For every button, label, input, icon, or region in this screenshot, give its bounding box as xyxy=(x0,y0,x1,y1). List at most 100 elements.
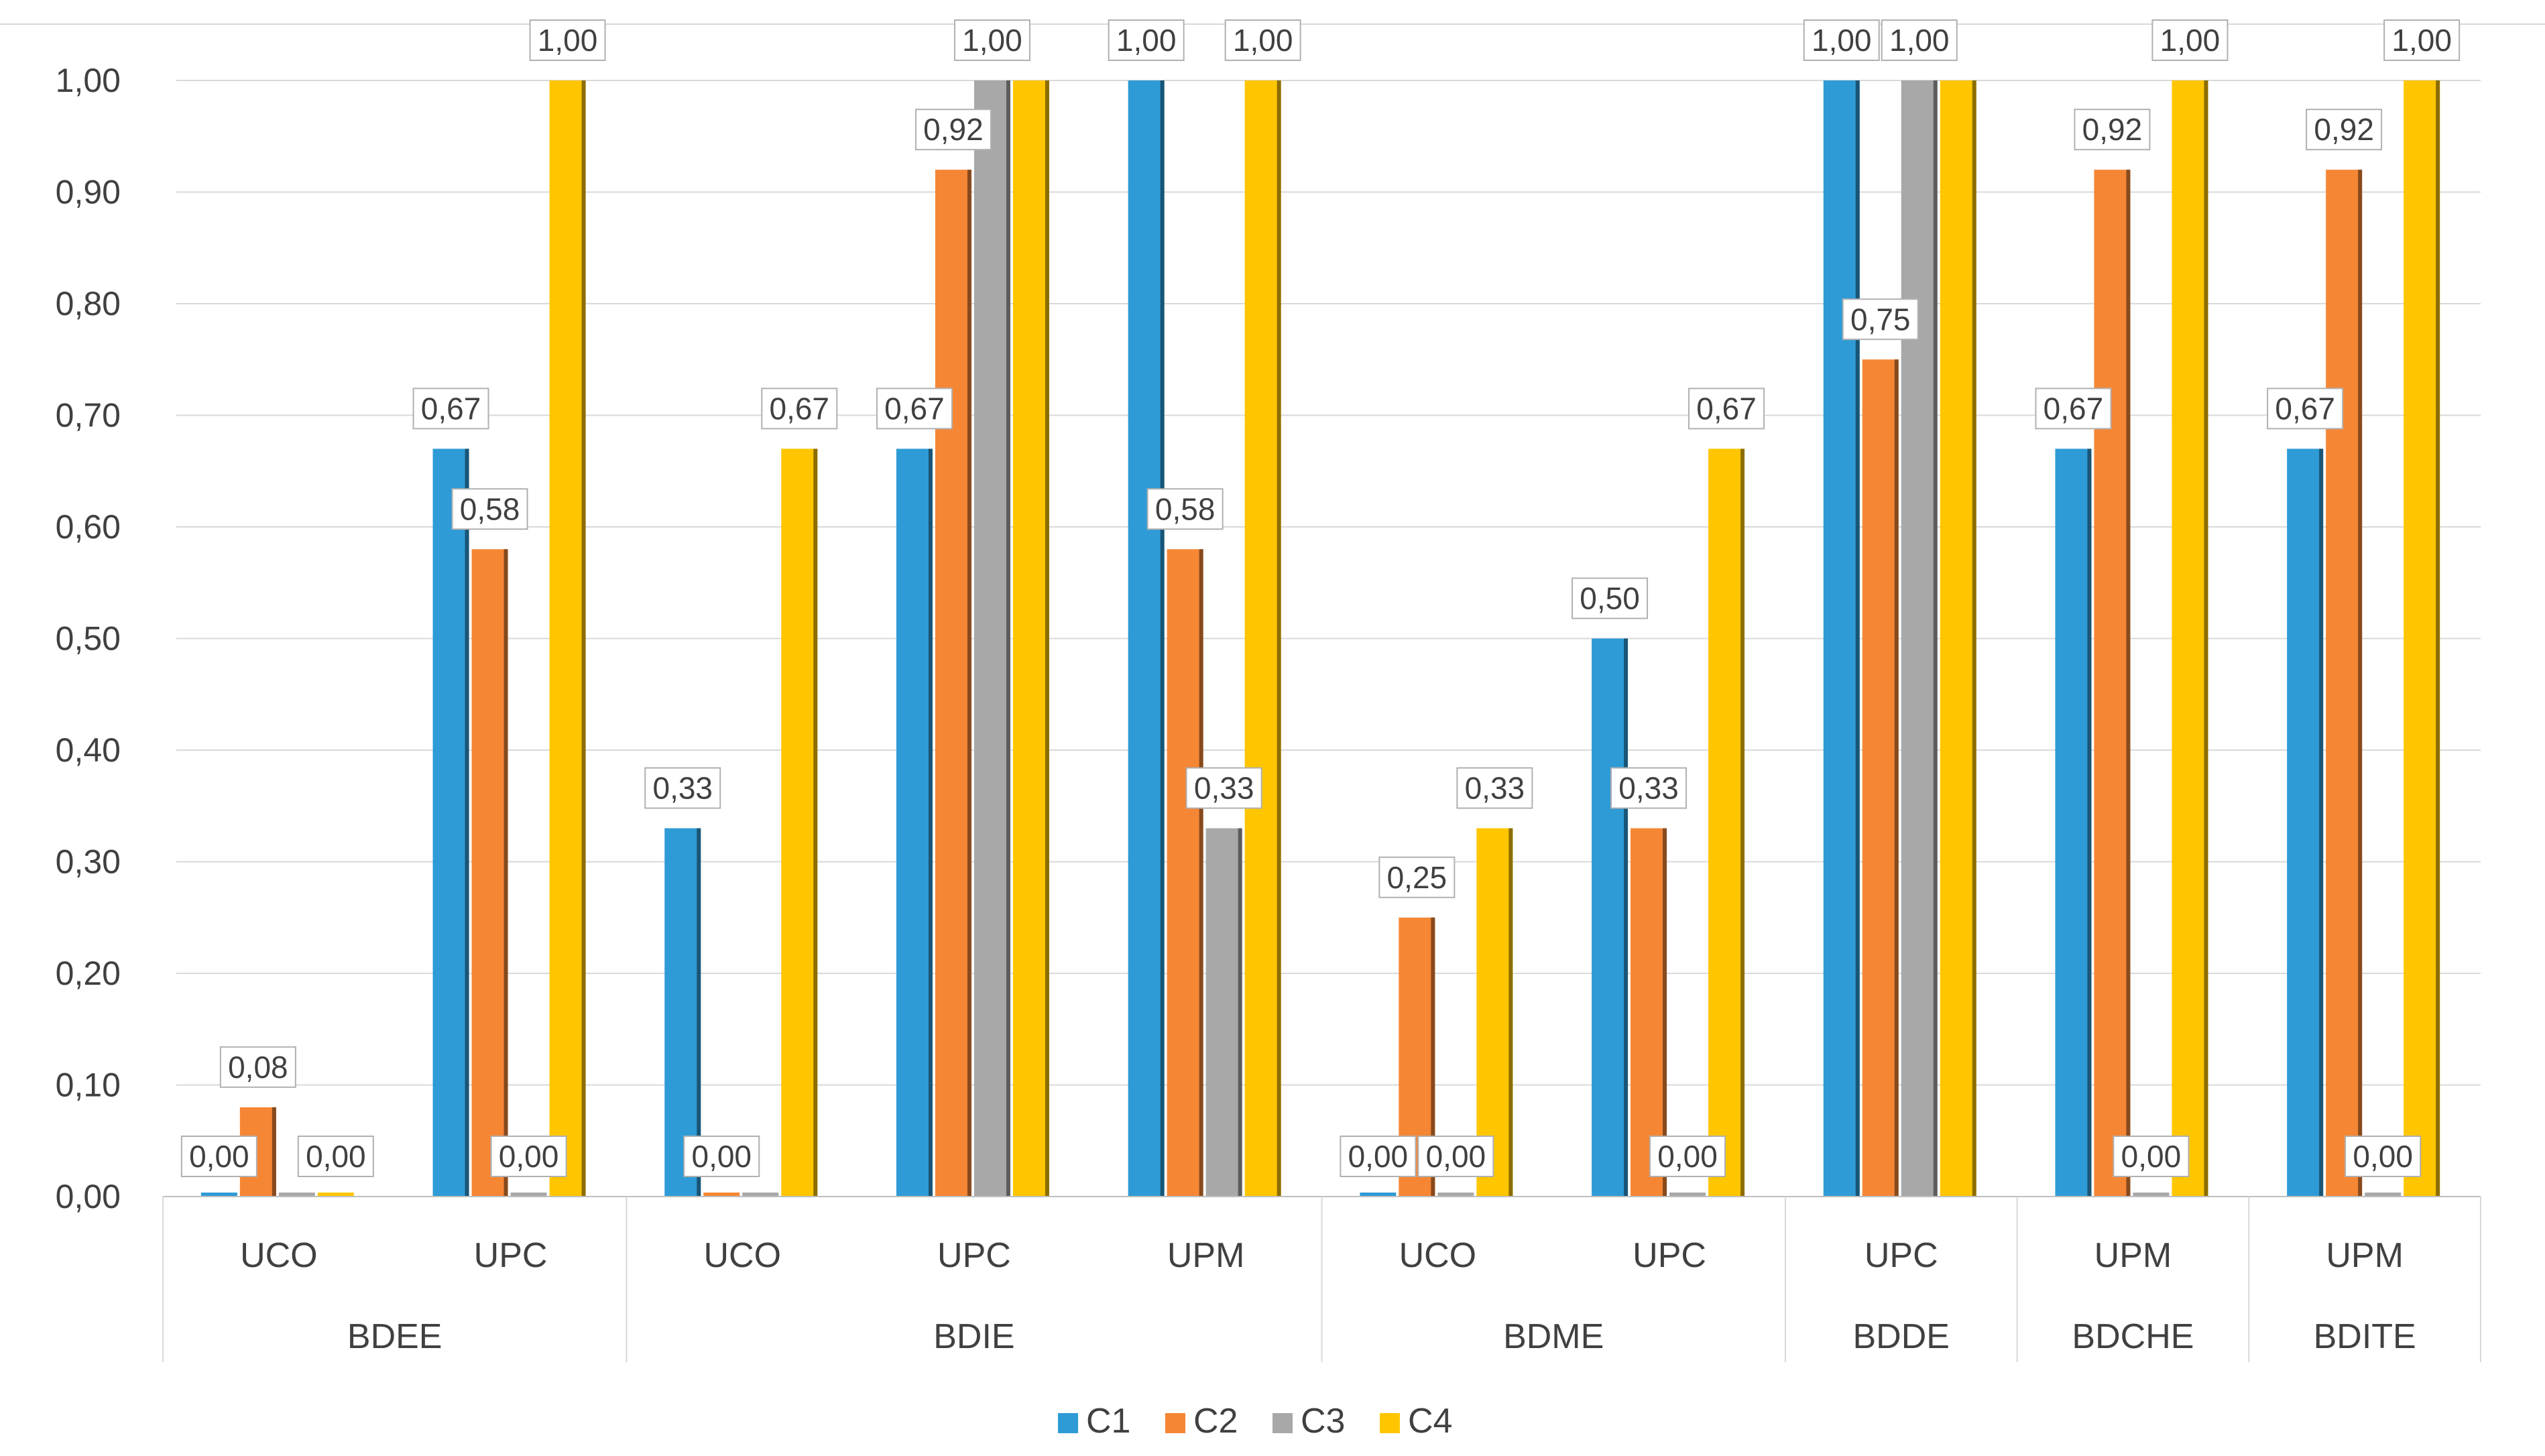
bar-c1 xyxy=(2287,448,2324,1197)
bar-side-c1 xyxy=(1160,80,1165,1197)
data-labels-layer: 0,00 0,08 0,00 0,67 0,58 0,00 1,00 0,33 0,00 0,67… xyxy=(180,19,2461,1177)
bar-c2 xyxy=(935,170,971,1197)
bar-side-c4 xyxy=(813,448,818,1197)
data-label: 0,67 xyxy=(2267,387,2344,430)
bar-side-c1 xyxy=(2087,448,2092,1197)
y-tick-label: 0,00 xyxy=(56,1178,121,1215)
data-label-text: 0,00 xyxy=(499,1139,559,1174)
legend-item-c4: C4 xyxy=(1380,1402,1452,1441)
data-label: 1,00 xyxy=(1224,19,1301,61)
data-label-text: 1,00 xyxy=(538,23,598,58)
bar-side-c4 xyxy=(1740,448,1745,1197)
data-label-box xyxy=(761,387,838,430)
data-label-text: 1,00 xyxy=(2391,23,2452,58)
data-label-box xyxy=(876,387,953,430)
axis-layer: 0,00 0,10 0,20 0,30 0,40 0,50 0,60 0,70 0,80 0,90… xyxy=(56,62,2481,1362)
bar-side-c4 xyxy=(581,80,586,1197)
bar-side-c1 xyxy=(2319,448,2324,1197)
bar-c3 xyxy=(1437,1193,1474,1197)
data-label: 1,00 xyxy=(2151,19,2229,61)
data-label: 0,33 xyxy=(644,767,721,809)
data-label-text: 0,67 xyxy=(1696,391,1757,426)
data-label-box xyxy=(1649,1136,1726,1177)
data-label-text: 1,00 xyxy=(2160,23,2221,58)
bar-side-c1 xyxy=(1624,638,1629,1197)
bar-c1 xyxy=(1592,638,1629,1197)
data-label-box xyxy=(1224,19,1301,61)
data-label-text: 0,33 xyxy=(1194,771,1254,806)
legend-label: C3 xyxy=(1301,1402,1345,1441)
data-label: 0,67 xyxy=(876,387,953,430)
data-label-text: 0,00 xyxy=(691,1139,752,1174)
bar-c2 xyxy=(471,549,508,1197)
y-tick-label: 0,90 xyxy=(56,174,121,211)
bar-c3 xyxy=(278,1193,315,1197)
data-label: 1,00 xyxy=(2383,19,2461,61)
data-label-text: 0,00 xyxy=(2353,1139,2413,1174)
bar-side-c3 xyxy=(1933,80,1938,1197)
data-label: 0,08 xyxy=(219,1046,296,1088)
bar-c2 xyxy=(1862,359,1899,1197)
y-tick-label: 0,30 xyxy=(56,843,121,881)
data-label: 0,67 xyxy=(2035,387,2112,430)
data-label: 0,75 xyxy=(1842,298,1919,341)
data-label: 0,00 xyxy=(490,1136,567,1177)
data-label-box xyxy=(412,387,489,430)
x-group-label: BDME xyxy=(1503,1317,1604,1356)
bar-c4 xyxy=(781,448,818,1197)
bar-c1 xyxy=(896,448,933,1197)
legend-swatch xyxy=(1058,1413,1078,1433)
x-category-label: UPM xyxy=(1167,1236,1245,1275)
bar-side-c4 xyxy=(1972,80,1976,1197)
bar-c4 xyxy=(1476,828,1513,1197)
data-label-text: 0,58 xyxy=(1155,491,1216,526)
bar-c2 xyxy=(2094,170,2131,1197)
data-label-box xyxy=(1340,1136,1417,1177)
bar-c3 xyxy=(973,80,1010,1197)
data-label: 0,50 xyxy=(1572,577,1649,619)
data-label-text: 0,92 xyxy=(923,112,984,147)
x-group-label: BDITE xyxy=(2314,1317,2416,1356)
data-label-box xyxy=(2074,109,2151,151)
bar-c1 xyxy=(432,448,469,1197)
bar-side-c4 xyxy=(1045,80,1049,1197)
bar-c1 xyxy=(2055,448,2092,1197)
data-label: 0,92 xyxy=(2306,109,2383,151)
legend-label: C4 xyxy=(1408,1402,1452,1441)
data-label-text: 0,33 xyxy=(1618,771,1679,806)
bar-c2 xyxy=(1631,828,1667,1197)
data-label: 0,25 xyxy=(1378,856,1456,898)
bar-side-c2 xyxy=(272,1107,276,1197)
data-label-box xyxy=(1108,19,1185,61)
x-category-label: UPC xyxy=(937,1236,1011,1275)
bar-c1 xyxy=(664,828,701,1197)
bar-c4 xyxy=(317,1193,354,1197)
x-category-label: UPC xyxy=(474,1236,548,1275)
data-label-box xyxy=(1185,767,1262,809)
data-label: 1,00 xyxy=(953,19,1030,61)
data-label-box xyxy=(683,1136,760,1177)
data-label-box xyxy=(644,767,721,809)
bar-c3 xyxy=(1901,80,1938,1197)
x-category-label: UPM xyxy=(2326,1236,2404,1275)
data-label-box xyxy=(490,1136,567,1177)
bar-c2 xyxy=(2326,170,2363,1197)
data-label-text: 0,50 xyxy=(1580,581,1640,616)
bar-c1 xyxy=(1823,80,1860,1197)
data-label-text: 0,33 xyxy=(1465,771,1525,806)
x-category-label: UCO xyxy=(703,1236,781,1275)
data-label-box xyxy=(2383,19,2461,61)
bar-c3 xyxy=(2133,1193,2170,1197)
bar-side-c2 xyxy=(1199,549,1203,1197)
data-label: 0,00 xyxy=(1649,1136,1726,1177)
data-label-box xyxy=(1803,19,1880,61)
data-label-box xyxy=(1146,488,1224,530)
bar-c2 xyxy=(1167,549,1203,1197)
data-label-text: 0,67 xyxy=(2044,391,2104,426)
data-label-box xyxy=(1610,767,1688,809)
data-label-text: 0,67 xyxy=(884,391,945,426)
data-label-text: 0,67 xyxy=(421,391,481,426)
data-label: 0,33 xyxy=(1185,767,1262,809)
bar-side-c3 xyxy=(1006,80,1010,1197)
